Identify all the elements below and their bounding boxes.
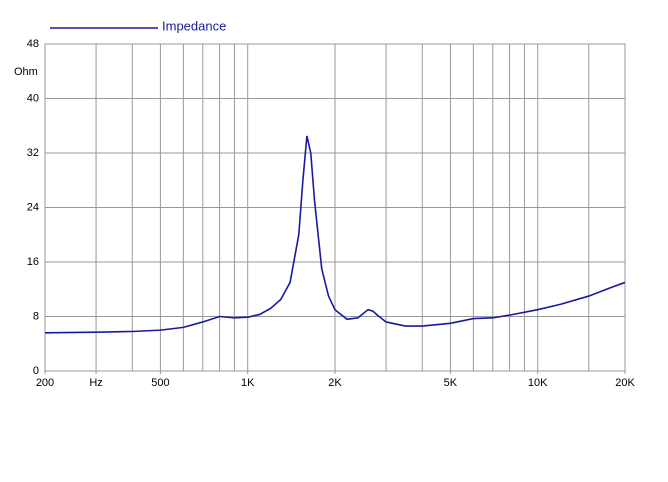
y-tick-label: 32 bbox=[27, 147, 39, 159]
y-tick-label: 48 bbox=[27, 38, 39, 50]
y-tick-label: 8 bbox=[33, 310, 39, 322]
plot-border bbox=[44, 43, 626, 372]
y-tick-label: 16 bbox=[27, 256, 39, 268]
legend-label: Impedance bbox=[162, 18, 226, 33]
x-tick-label: 20K bbox=[615, 377, 635, 389]
impedance-line bbox=[44, 135, 626, 334]
x-tick-label: 1K bbox=[241, 377, 255, 389]
y-tick-label: 0 bbox=[33, 365, 39, 377]
x-tick-label: 500 bbox=[151, 377, 169, 389]
y-tick-label: 40 bbox=[27, 92, 39, 104]
x-tick-label: 10K bbox=[528, 377, 548, 389]
x-tick-label: 200 bbox=[36, 377, 54, 389]
x-tick-label: Hz bbox=[89, 377, 102, 389]
x-tick-label: 5K bbox=[444, 377, 458, 389]
y-tick-label: 24 bbox=[27, 201, 39, 213]
x-tick-label: 2K bbox=[328, 377, 342, 389]
y-unit-label: Ohm bbox=[14, 66, 38, 78]
